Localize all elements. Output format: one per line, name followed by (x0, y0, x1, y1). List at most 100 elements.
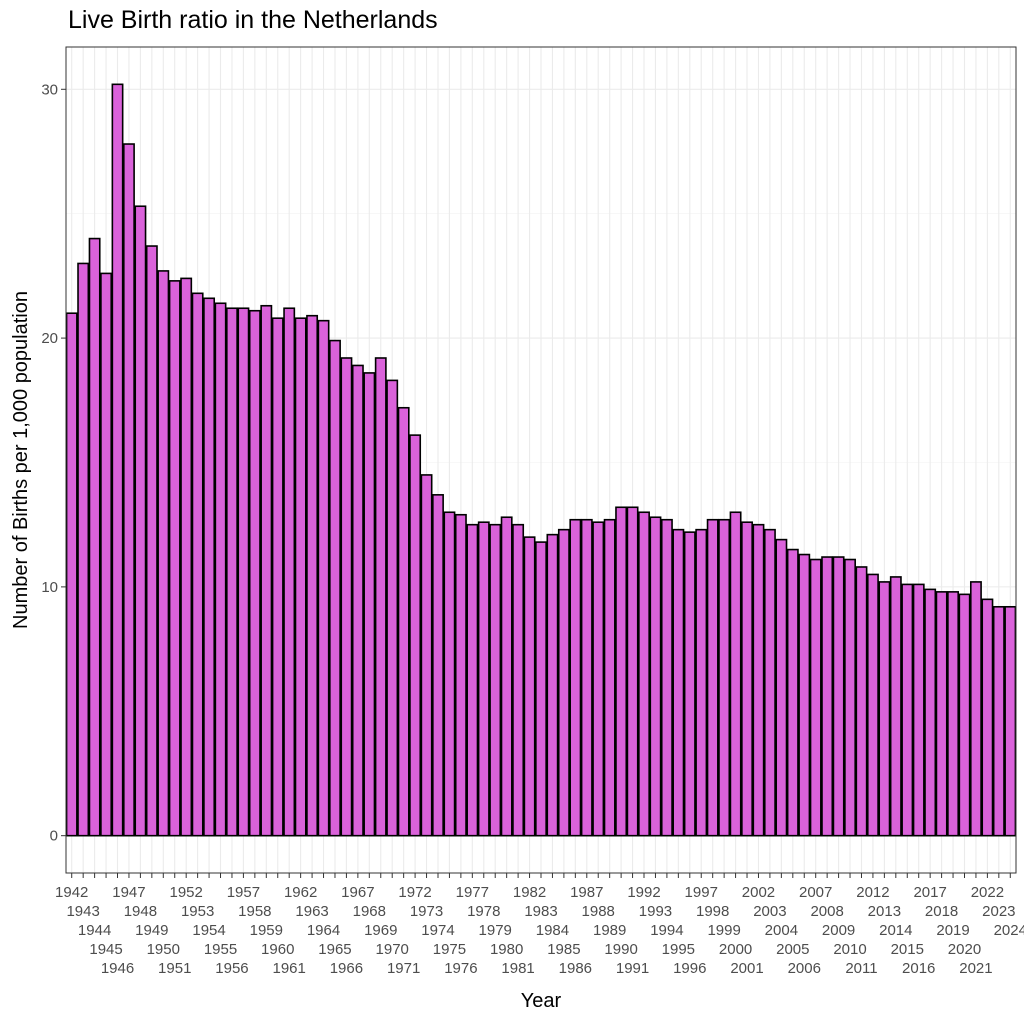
bar-2001 (741, 521, 753, 837)
x-tick-label: 1963 (295, 903, 328, 920)
bar-1942 (65, 312, 78, 837)
x-tick-label: 2018 (925, 903, 958, 920)
bar-2008 (821, 556, 834, 837)
bar-1972 (409, 434, 422, 837)
bar-1943 (77, 262, 90, 837)
bar-2007 (809, 558, 822, 837)
bar-2018 (935, 591, 948, 837)
bar-1979 (489, 523, 502, 837)
bar-1963 (306, 314, 319, 837)
x-tick-label: 2012 (856, 884, 889, 901)
y-tick-label: 20 (41, 330, 58, 347)
bar-1993 (649, 516, 662, 837)
bar-1990 (615, 506, 628, 837)
x-axis-title: Year (521, 990, 562, 1012)
x-tick-label: 1973 (410, 903, 443, 920)
x-tick-label: 1997 (685, 884, 718, 901)
bar-1956 (226, 307, 238, 837)
bar-1952 (180, 277, 193, 837)
bar-2013 (878, 581, 891, 837)
bar-2003 (763, 528, 776, 837)
x-tick-label: 2021 (959, 960, 992, 977)
x-tick-label: 2007 (799, 884, 832, 901)
x-tick-label: 1996 (673, 960, 706, 977)
bar-1988 (592, 521, 605, 837)
bar-1977 (466, 523, 479, 837)
bar-2024 (1004, 605, 1017, 837)
x-tick-label: 1943 (66, 903, 99, 920)
x-tick-label: 2016 (902, 960, 935, 977)
y-axis-title: Number of Births per 1,000 population (10, 291, 32, 629)
x-tick-label: 1971 (387, 960, 420, 977)
bar-2012 (866, 573, 879, 837)
x-tick-label: 1998 (696, 903, 729, 920)
bar-1962 (294, 317, 307, 837)
x-tick-label: 1949 (135, 922, 168, 939)
bar-1987 (580, 518, 593, 837)
x-tick-label: 2005 (776, 941, 809, 958)
x-tick-label: 2023 (982, 903, 1015, 920)
bar-1984 (546, 533, 559, 837)
x-tick-label: 1993 (639, 903, 672, 920)
bar-1978 (477, 521, 490, 837)
x-tick-label: 1995 (662, 941, 695, 958)
x-tick-label: 2017 (913, 884, 946, 901)
x-tick-label: 1980 (490, 941, 523, 958)
x-tick-label: 2009 (822, 922, 855, 939)
x-tick-label: 2022 (971, 884, 1004, 901)
bar-1950 (157, 270, 170, 837)
bar-1997 (695, 528, 708, 837)
x-tick-label: 1976 (444, 960, 477, 977)
bar-1985 (557, 528, 570, 837)
bar-1998 (706, 518, 719, 837)
x-tick-label: 1946 (101, 960, 134, 977)
x-tick-label: 2003 (753, 903, 786, 920)
bar-1994 (660, 518, 673, 837)
x-tick-label: 2004 (765, 922, 798, 939)
x-tick-label: 2014 (879, 922, 912, 939)
bar-2016 (912, 583, 925, 837)
bar-1999 (718, 518, 731, 837)
x-tick-label: 2010 (833, 941, 866, 958)
x-tick-label: 2024 (994, 922, 1024, 939)
bar-1968 (363, 372, 376, 837)
bar-2000 (729, 511, 742, 837)
x-tick-label: 1952 (169, 884, 202, 901)
x-tick-label: 1987 (570, 884, 603, 901)
x-tick-label: 1969 (364, 922, 397, 939)
x-axis: 1942 1943 1944 1945 1946 1947 1948 1949 1950 1951… (55, 873, 1024, 977)
bar-1946 (111, 83, 124, 837)
bar-1953 (191, 292, 204, 837)
x-tick-label: 1992 (627, 884, 660, 901)
bar-1959 (260, 304, 273, 837)
x-tick-label: 1986 (559, 960, 592, 977)
bar-1964 (317, 319, 330, 837)
x-tick-label: 1951 (158, 960, 191, 977)
bar-2014 (889, 576, 902, 837)
bar-1976 (454, 513, 467, 837)
x-tick-label: 2002 (742, 884, 775, 901)
x-tick-label: 1974 (421, 922, 454, 939)
x-tick-label: 2020 (948, 941, 981, 958)
y-axis: 0 10 20 30 (41, 81, 66, 845)
bar-1948 (134, 205, 147, 837)
bar-1983 (535, 541, 547, 837)
bar-2023 (992, 605, 1005, 837)
bar-2009 (832, 556, 845, 837)
x-tick-label: 2019 (936, 922, 969, 939)
bar-1973 (420, 474, 433, 837)
x-tick-label: 1970 (376, 941, 409, 958)
x-tick-label: 1964 (307, 922, 340, 939)
y-tick-label: 0 (50, 828, 58, 845)
bar-2020 (958, 593, 971, 837)
bar-1982 (523, 536, 536, 837)
x-tick-label: 1947 (112, 884, 145, 901)
bar-1974 (432, 494, 444, 837)
x-tick-label: 1950 (147, 941, 180, 958)
x-tick-label: 2013 (868, 903, 901, 920)
bar-1957 (237, 307, 250, 837)
bar-2002 (752, 523, 765, 837)
bar-1995 (672, 528, 685, 837)
x-tick-label: 1966 (330, 960, 363, 977)
